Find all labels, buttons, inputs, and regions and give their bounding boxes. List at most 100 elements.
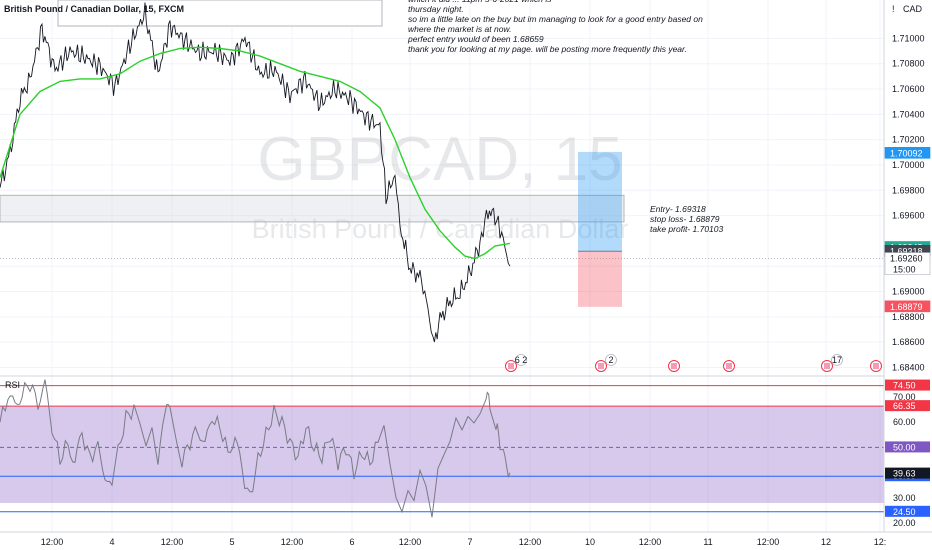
rsi-level-box xyxy=(885,400,930,412)
price-label: 1.68879 xyxy=(890,302,923,312)
event-markers[interactable]: 6 2 2 17 xyxy=(505,354,882,372)
top-note-line: so im a little late on the buy but im ma… xyxy=(408,14,703,24)
moving-average xyxy=(0,46,511,260)
rsi-tick: 60.00 xyxy=(893,417,916,427)
rsi-tick: 30.00 xyxy=(893,493,916,503)
price-tick: 1.68800 xyxy=(892,312,925,322)
event-count-badge xyxy=(515,354,527,366)
event-flag-fill xyxy=(508,363,514,369)
position-layer[interactable] xyxy=(578,151,622,307)
price-tick: 1.70800 xyxy=(892,59,925,69)
time-tick: 10 xyxy=(585,537,595,547)
price-tick: 1.70400 xyxy=(892,109,925,119)
top-note-line: perfect entry would of been 1.68659 xyxy=(407,34,544,44)
event-flag-icon xyxy=(668,360,680,372)
price-axis[interactable]: 1.71000 1.70800 1.70600 1.70400 1.70200 1.700… xyxy=(884,33,931,528)
time-tick: 12:00 xyxy=(639,537,662,547)
watermark-symbol: GBPCAD, 15 xyxy=(257,125,622,194)
take-profit-zone xyxy=(578,151,622,252)
trade-note-line: Entry- 1.69318 xyxy=(650,204,706,214)
stop-loss-zone xyxy=(578,251,622,307)
price-tick: 1.70600 xyxy=(892,84,925,94)
event-flag-icon xyxy=(723,360,735,372)
price-tick: 1.69600 xyxy=(892,211,925,221)
price-tick: 1.70000 xyxy=(892,160,925,170)
legend-box[interactable] xyxy=(57,0,383,27)
rsi-level-label: 50.00 xyxy=(893,442,916,452)
price-label-box xyxy=(884,147,931,159)
rsi-tick: 20.00 xyxy=(893,518,916,528)
price-tick: 1.71000 xyxy=(892,33,925,43)
event-flag-icon xyxy=(505,360,517,372)
price-tick: 1.70200 xyxy=(892,135,925,145)
rsi-series xyxy=(0,379,511,518)
top-note[interactable]: which it did ... 11pm 5-6-2021 which ist… xyxy=(407,0,703,54)
time-tick: 12:00 xyxy=(161,537,184,547)
event-flag-fill xyxy=(873,363,879,369)
price-layer xyxy=(0,2,884,343)
time-tick: 11 xyxy=(703,537,712,547)
price-label: 1.70092 xyxy=(890,148,923,158)
time-tick: 12:00 xyxy=(399,537,422,547)
trade-note-line: stop loss- 1.68879 xyxy=(650,214,720,224)
rsi-level-label: 66.35 xyxy=(893,401,916,411)
event-flag-fill xyxy=(726,363,732,369)
currency-label: CAD xyxy=(903,4,923,14)
top-note-line: thank you for looking at my page. will b… xyxy=(408,44,687,54)
top-note-line: thursday night. xyxy=(408,4,464,14)
rsi-pane xyxy=(0,379,884,518)
rsi-band xyxy=(0,406,884,503)
support-zone xyxy=(0,194,625,223)
event-flag-icon xyxy=(821,360,833,372)
time-axis[interactable]: 12:00 4 12:00 5 12:00 6 12:00 7 12:00 10 12:00 11 12… xyxy=(41,537,887,547)
event-count: 17 xyxy=(832,355,842,365)
time-tick: 12:00 xyxy=(519,537,542,547)
time-tick: 5 xyxy=(229,537,234,547)
event-count: 6 2 xyxy=(515,355,528,365)
price-tick: 1.69800 xyxy=(892,185,925,195)
time-tick: 12:00 xyxy=(281,537,304,547)
event-flag-icon xyxy=(595,360,607,372)
price-label: 1.69260 xyxy=(890,254,923,264)
time-tick: 4 xyxy=(109,537,114,547)
event-flag-fill xyxy=(671,363,677,369)
axis-marker: ! xyxy=(892,4,895,14)
price-series xyxy=(0,2,511,343)
event-flag-icon xyxy=(870,360,882,372)
trade-note-line: take profit- 1.70103 xyxy=(650,224,724,234)
price-label-box xyxy=(884,300,931,313)
price-tick: 1.68600 xyxy=(892,337,925,347)
rsi-level-label: 74.50 xyxy=(893,381,916,391)
event-flag-fill xyxy=(824,363,830,369)
rsi-label: RSI xyxy=(5,380,20,390)
zone-layer[interactable] xyxy=(0,194,625,223)
grid xyxy=(0,0,884,532)
event-count: 2 xyxy=(608,355,613,365)
symbol-title: British Pound / Canadian Dollar, 15, FXC… xyxy=(4,4,184,14)
time-tick: 12:00 xyxy=(41,537,64,547)
price-label: 1.69318 xyxy=(890,246,923,256)
event-count-badge xyxy=(605,354,617,366)
top-note-line: where the market is at now. xyxy=(408,24,511,34)
time-tick: 12: xyxy=(874,537,887,547)
price-label-box xyxy=(884,252,931,275)
rsi-tick: 70.00 xyxy=(893,392,916,402)
rsi-current-box xyxy=(885,467,930,479)
event-count-badge xyxy=(831,354,843,366)
time-tick: 12 xyxy=(821,537,831,547)
event-flag-fill xyxy=(598,363,604,369)
price-tick: 1.69000 xyxy=(892,287,925,297)
watermark-name: British Pound / Canadian Dollar xyxy=(252,214,629,244)
rsi-current-label: 39.63 xyxy=(893,469,916,479)
time-tick: 6 xyxy=(349,537,354,547)
rsi-level-box xyxy=(885,441,930,453)
top-note-line: which it did ... 11pm 5-6-2021 which is xyxy=(408,0,552,4)
rsi-level-box xyxy=(885,505,930,517)
time-tick: 7 xyxy=(467,537,472,547)
price-label-sub: 15:00 xyxy=(893,265,916,275)
time-tick: 12:00 xyxy=(757,537,780,547)
rsi-level-box xyxy=(885,379,930,391)
price-tick: 1.68400 xyxy=(892,362,925,372)
